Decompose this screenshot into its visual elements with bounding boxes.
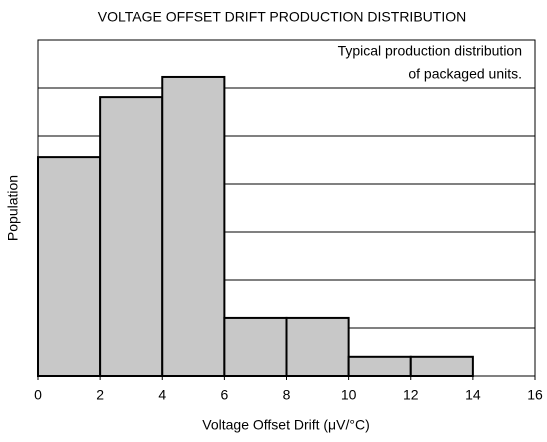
y-axis-label: Population (5, 175, 21, 241)
x-tick-label: 2 (96, 387, 104, 403)
bar (37, 156, 102, 377)
bar (409, 355, 474, 377)
annotation: of packaged units. (408, 66, 522, 82)
x-tick-label: 12 (403, 387, 419, 403)
x-tick-label: 6 (220, 387, 228, 403)
bar (161, 75, 226, 378)
bar (347, 355, 412, 377)
bar (285, 316, 350, 378)
chart-title: VOLTAGE OFFSET DRIFT PRODUCTION DISTRIBU… (98, 9, 466, 25)
x-tick-label: 16 (527, 387, 543, 403)
x-tick-label: 0 (34, 387, 42, 403)
x-tick-label: 4 (158, 387, 166, 403)
x-tick-label: 14 (465, 387, 481, 403)
x-tick-label: 8 (283, 387, 291, 403)
x-tick-label: 10 (341, 387, 357, 403)
x-axis-label: Voltage Offset Drift (μV/°C) (202, 417, 369, 433)
bar (99, 96, 164, 378)
annotation: Typical production distribution (338, 43, 522, 59)
bar (223, 316, 288, 378)
